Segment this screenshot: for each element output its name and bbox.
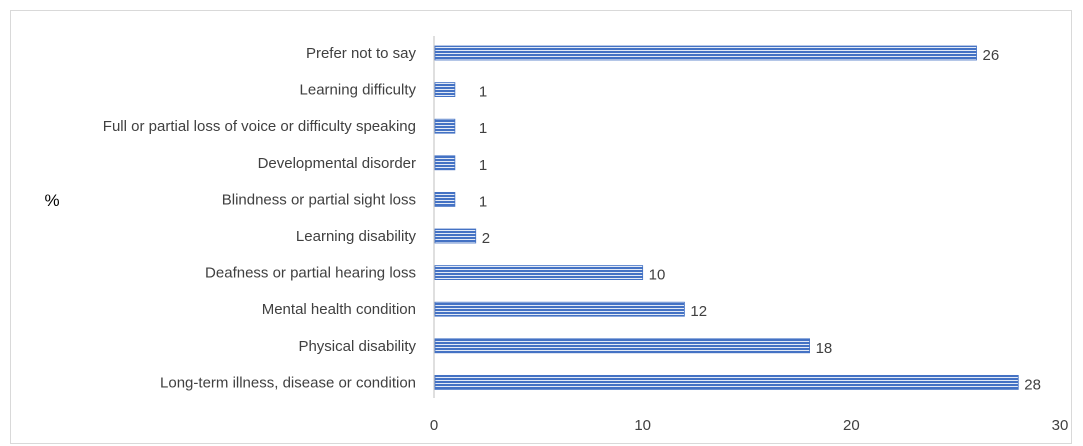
category-label: Mental health condition: [262, 301, 416, 318]
x-tick-label: 30: [1052, 417, 1069, 434]
category-label: Full or partial loss of voice or difficu…: [103, 118, 416, 135]
category-label: Long-term illness, disease or condition: [160, 374, 416, 391]
bar: [434, 118, 456, 134]
value-label: 28: [1024, 376, 1041, 393]
value-label: 2: [482, 230, 490, 247]
bar: [434, 155, 456, 171]
category-label: Deafness or partial hearing loss: [205, 265, 416, 282]
value-label: 1: [479, 120, 487, 137]
value-label: 12: [690, 303, 707, 320]
category-labels: Prefer not to say Learning difficulty Full…: [103, 45, 417, 391]
category-label: Physical disability: [298, 338, 416, 355]
bar: [434, 82, 456, 97]
category-label: Learning disability: [296, 228, 417, 245]
category-label: Prefer not to say: [306, 45, 417, 62]
bar: [434, 228, 477, 244]
value-label: 1: [479, 193, 487, 210]
category-label: Blindness or partial sight loss: [222, 191, 416, 208]
bar: [434, 45, 977, 61]
value-label: 10: [649, 267, 666, 284]
chart-frame: [10, 10, 1072, 444]
bar: [434, 374, 1019, 390]
y-axis-label: %: [44, 191, 59, 210]
bar: [434, 338, 811, 354]
value-label: 26: [983, 47, 1000, 64]
bars-layer: [434, 45, 1019, 390]
bar: [434, 191, 456, 207]
x-axis-ticks: 0 10 20 30: [430, 417, 1069, 434]
x-tick-label: 10: [634, 417, 651, 434]
value-label: 1: [479, 157, 487, 174]
bar: [434, 265, 644, 281]
bar: [434, 301, 685, 317]
value-label: 1: [479, 84, 487, 101]
x-tick-label: 0: [430, 417, 438, 434]
value-label: 18: [816, 340, 833, 357]
category-label: Learning difficulty: [300, 82, 417, 99]
x-tick-label: 20: [843, 417, 860, 434]
category-label: Developmental disorder: [258, 155, 416, 172]
